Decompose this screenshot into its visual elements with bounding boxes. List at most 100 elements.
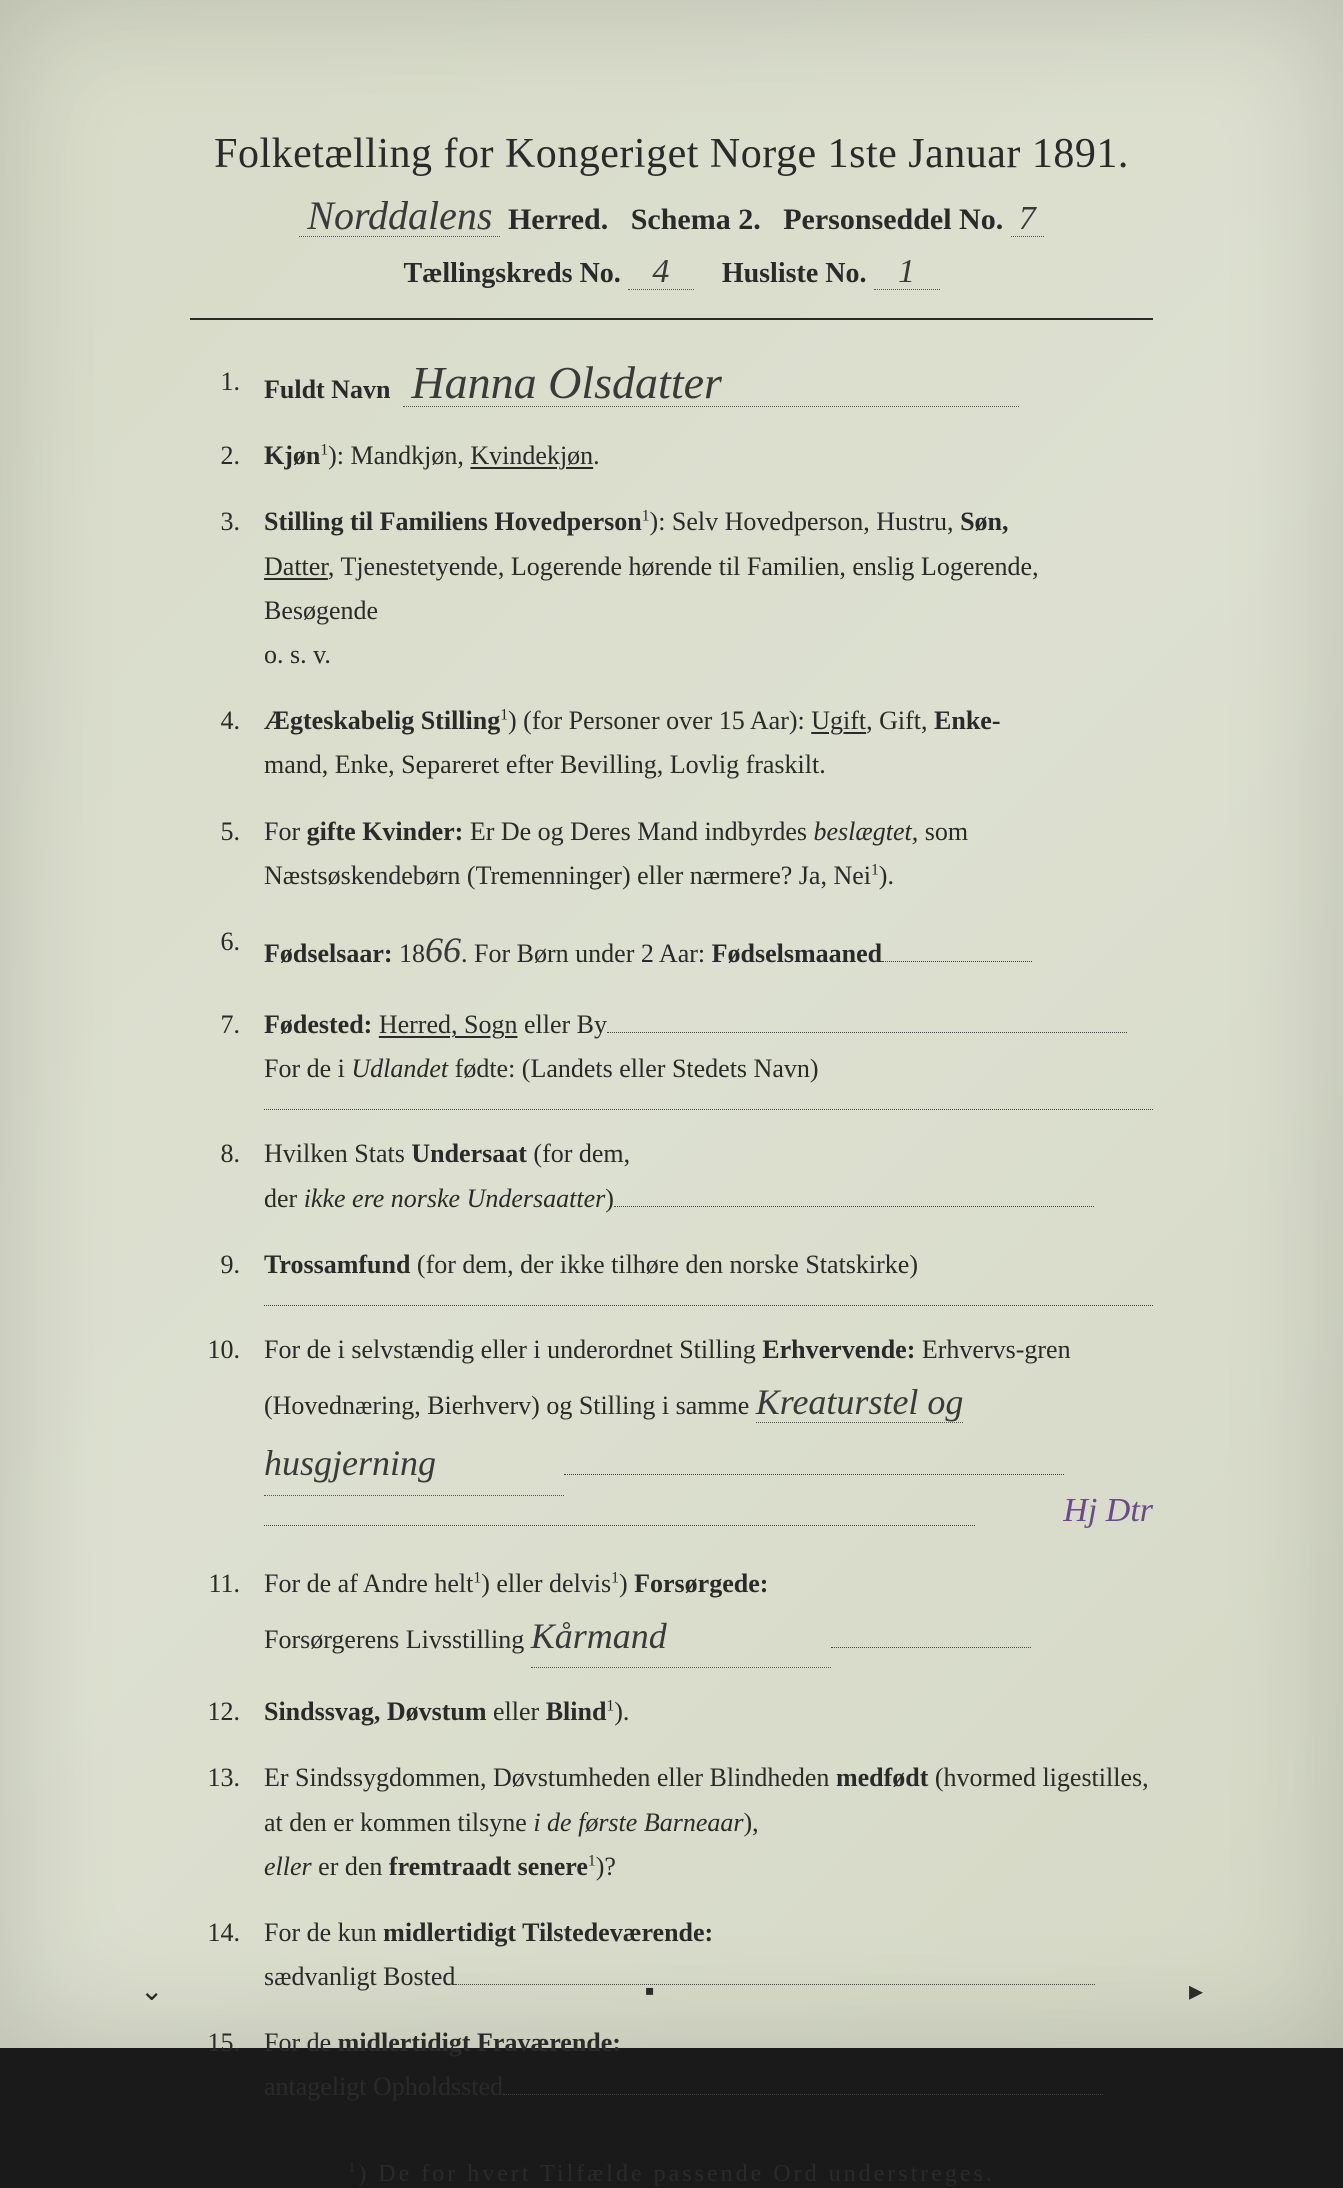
dotline	[882, 961, 1032, 962]
item-8: 8. Hvilken Stats Undersaat (for dem, der…	[170, 1132, 1153, 1220]
sup: 1	[588, 1852, 596, 1869]
sup: 1	[611, 1569, 619, 1586]
sup: 1	[500, 706, 508, 723]
item-num: 1.	[170, 360, 264, 412]
sup: 1	[871, 861, 879, 878]
bold: gifte Kvinder:	[307, 817, 464, 846]
text: fødte: (Landets eller Stedets Navn)	[448, 1054, 818, 1083]
item-body: For gifte Kvinder: Er De og Deres Mand i…	[264, 810, 1153, 898]
italic: i de første Barneaar	[533, 1808, 743, 1837]
item-1: 1. Fuldt Navn Hanna Olsdatter	[170, 360, 1153, 412]
form-header: Folketælling for Kongeriget Norge 1ste J…	[130, 130, 1213, 290]
italic: beslægtet,	[814, 817, 919, 846]
form-items: 1. Fuldt Navn Hanna Olsdatter 2. Kjøn1):…	[130, 360, 1213, 2110]
item-num: 12.	[170, 1690, 264, 1734]
text: eller By	[517, 1010, 607, 1039]
text: For	[264, 817, 307, 846]
fullname-value: Hanna Olsdatter	[403, 360, 1019, 407]
text: For de	[264, 2028, 338, 2057]
personseddel-no: 7	[1011, 202, 1044, 237]
personseddel-label: Personseddel No.	[783, 203, 1003, 236]
form-title: Folketælling for Kongeriget Norge 1ste J…	[130, 130, 1213, 178]
text: der	[264, 1184, 304, 1213]
text: mand, Enke, Separeret efter Bevilling, L…	[264, 750, 826, 779]
text: eller	[487, 1697, 546, 1726]
item-num: 13.	[170, 1756, 264, 1889]
item-body: Fuldt Navn Hanna Olsdatter	[264, 360, 1153, 412]
blemish-mark: ▪	[645, 1976, 655, 2008]
text: , Gift,	[866, 706, 934, 735]
text: , Tjenestetyende, Logerende hørende til …	[264, 552, 1039, 625]
item-body: Fødselsaar: 1866. For Børn under 2 Aar: …	[264, 920, 1153, 981]
item-13: 13. Er Sindssygdommen, Døvstumheden elle…	[170, 1756, 1153, 1889]
dotline	[455, 1984, 1095, 1985]
item-10: 10. For de i selvstændig eller i underor…	[170, 1328, 1153, 1540]
birthplace-selected: Herred, Sogn	[379, 1010, 518, 1039]
census-form-page: Folketælling for Kongeriget Norge 1ste J…	[0, 0, 1343, 2048]
item-num: 7.	[170, 1003, 264, 1110]
italic: Udlandet	[351, 1054, 448, 1083]
item-6: 6. Fødselsaar: 1866. For Børn under 2 Aa…	[170, 920, 1153, 981]
occupation-note: Hj Dtr	[1063, 1482, 1153, 1540]
bold: Søn,	[960, 507, 1008, 536]
text: For de kun	[264, 1918, 383, 1947]
bold: midlertidigt Fraværende:	[338, 2028, 621, 2057]
bold: medfødt	[836, 1763, 928, 1792]
sex-label: Kjøn	[264, 441, 320, 470]
text: ): Selv Hovedperson, Hustru,	[650, 507, 961, 536]
item-num: 5.	[170, 810, 264, 898]
item-body: Trossamfund (for dem, der ikke tilhøre d…	[264, 1243, 1153, 1306]
blemish-mark: ▸	[1189, 1974, 1203, 2008]
birthplace-label: Fødested:	[264, 1010, 372, 1039]
item-body: For de af Andre helt1) eller delvis1) Fo…	[264, 1562, 1153, 1668]
text: Er De og Deres Mand indbyrdes	[463, 817, 813, 846]
footnote-text: ) De for hvert Tilfælde passende Ord und…	[358, 2161, 995, 2187]
herred-handwritten: Norddalens	[299, 196, 500, 237]
item-3: 3. Stilling til Familiens Hovedperson1):…	[170, 500, 1153, 677]
bold: midlertidigt Tilstedeværende:	[383, 1918, 713, 1947]
dotline	[607, 1032, 1127, 1033]
birthmonth-label: Fødselsmaaned	[712, 939, 882, 968]
sex-selected: Kvindekjøn	[470, 441, 593, 470]
faith-label: Trossamfund	[264, 1250, 410, 1279]
item-num: 4.	[170, 699, 264, 787]
herred-label: Herred.	[508, 203, 608, 236]
relation-label: Stilling til Familiens Hovedperson	[264, 507, 642, 536]
bold: fremtraadt senere	[389, 1852, 588, 1881]
item-4: 4. Ægteskabelig Stilling1) (for Personer…	[170, 699, 1153, 787]
item-body: Fødested: Herred, Sogn eller By For de i…	[264, 1003, 1153, 1110]
item-5: 5. For gifte Kvinder: Er De og Deres Man…	[170, 810, 1153, 898]
header-line-2: Norddalens Herred. Schema 2. Personsedde…	[130, 196, 1213, 237]
text: . For Børn under 2 Aar:	[461, 939, 712, 968]
birthyear-prefix: 18	[393, 939, 426, 968]
text: o. s. v.	[264, 640, 331, 669]
occupation-value1: Kreaturstel og	[756, 1382, 964, 1423]
italic: eller	[264, 1852, 312, 1881]
item-num: 2.	[170, 434, 264, 478]
sup: 1	[642, 508, 650, 525]
dotline	[264, 1305, 1153, 1306]
dotline	[264, 1109, 1153, 1110]
text: ),	[743, 1808, 758, 1837]
occupation-value2: husgjerning	[264, 1433, 564, 1495]
item-2: 2. Kjøn1): Mandkjøn, Kvindekjøn.	[170, 434, 1153, 478]
sex-text: ): Mandkjøn,	[328, 441, 470, 470]
item-body: Stilling til Familiens Hovedperson1): Se…	[264, 500, 1153, 677]
usual-residence-label: sædvanligt Bosted	[264, 1962, 455, 1991]
item-num: 6.	[170, 920, 264, 981]
item-11: 11. For de af Andre helt1) eller delvis1…	[170, 1562, 1153, 1668]
item-9: 9. Trossamfund (for dem, der ikke tilhør…	[170, 1243, 1153, 1306]
dotline	[564, 1474, 1064, 1475]
disability-label: Sindssvag, Døvstum	[264, 1697, 487, 1726]
bold: Blind	[546, 1697, 607, 1726]
item-num: 9.	[170, 1243, 264, 1306]
blemish-mark: ⌄	[140, 1974, 163, 2008]
text: ) (for Personer over 15 Aar):	[508, 706, 811, 735]
husliste-no: 1	[874, 255, 940, 290]
footnote: 1) De for hvert Tilfælde passende Ord un…	[130, 2160, 1213, 2188]
item-num: 11.	[170, 1562, 264, 1668]
husliste-label: Husliste No.	[722, 258, 867, 289]
item-num: 8.	[170, 1132, 264, 1220]
item-body: For de kun midlertidigt Tilstedeværende:…	[264, 1911, 1153, 1999]
text: )	[619, 1569, 634, 1598]
